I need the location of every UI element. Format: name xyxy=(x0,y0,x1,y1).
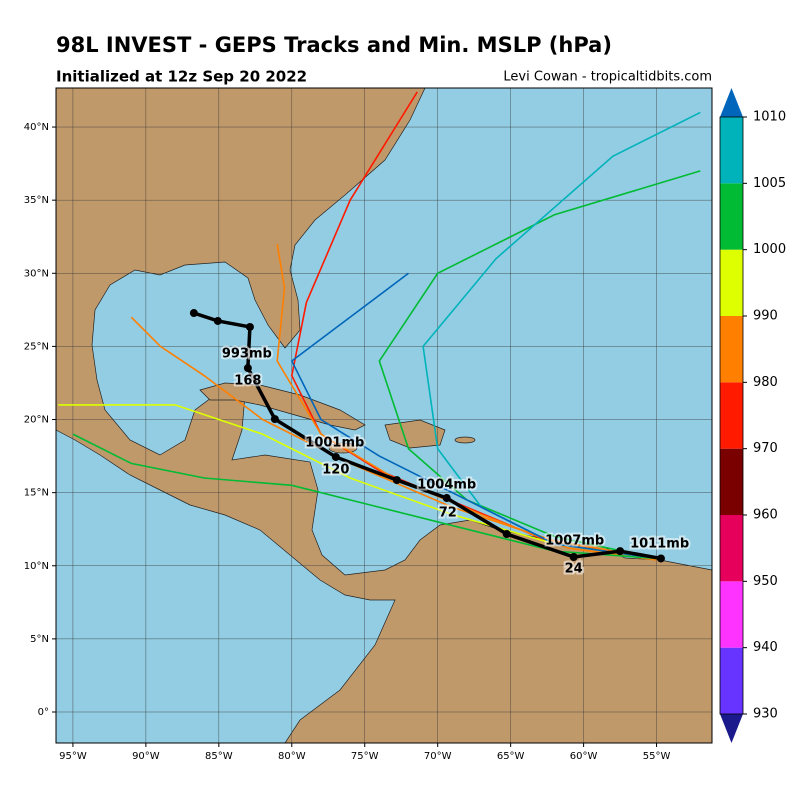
colorbar-segment xyxy=(720,448,743,515)
x-tick-label: 85°W xyxy=(205,751,233,762)
annotation: 72 xyxy=(439,505,457,520)
annotation: 168 xyxy=(234,374,261,389)
colorbar-label: 980 xyxy=(753,375,778,390)
mean-track-point xyxy=(656,554,665,563)
colorbar-segment xyxy=(720,117,743,184)
colorbar-under xyxy=(720,714,743,743)
y-tick-label: 25°N xyxy=(24,341,49,352)
land-hispaniola xyxy=(384,419,446,449)
colorbar-frame xyxy=(719,116,744,715)
x-tick-label: 80°W xyxy=(278,751,306,762)
colorbar-segment xyxy=(720,249,743,316)
y-tick-label: 5°N xyxy=(30,634,49,645)
annotation: 1007mb xyxy=(545,534,604,549)
colorbar-label: 1000 xyxy=(753,242,786,257)
land-americas xyxy=(56,88,712,743)
colorbar-over xyxy=(720,88,743,117)
colorbar-segment xyxy=(720,382,743,449)
x-tick-label: 65°W xyxy=(497,751,525,762)
mean-track-point xyxy=(270,415,279,424)
mean-track-point xyxy=(442,494,451,503)
y-tick-label: 40°N xyxy=(24,122,49,133)
colorbar-segment xyxy=(720,183,743,250)
y-tick-label: 20°N xyxy=(24,415,49,426)
mean-track-point xyxy=(189,309,198,318)
member-track xyxy=(290,272,657,560)
mean-track-point xyxy=(243,364,252,373)
axes: 95°W 90°W 85°W 80°W 75°W 70°W 65°W 60°W 55°W 0° 5°… xyxy=(24,122,671,762)
annotation: 24 xyxy=(565,561,583,576)
colorbar-label: 930 xyxy=(753,707,778,722)
x-tick-label: 70°W xyxy=(424,751,452,762)
colorbar-segment xyxy=(720,581,743,648)
tracks: 1011mb 1007mb 1004mb 1001mb 993mb 24 72 120 168 xyxy=(58,91,701,578)
mean-track-point xyxy=(213,316,222,325)
annotation: 120 xyxy=(322,462,349,477)
land-cuba xyxy=(199,382,366,431)
annotation: 1001mb xyxy=(305,436,364,451)
member-track xyxy=(276,243,657,561)
land-puerto-rico xyxy=(454,436,476,444)
member-track xyxy=(58,404,657,560)
annotation: 1004mb xyxy=(417,478,476,493)
colorbar-segment xyxy=(720,515,743,582)
map-frame xyxy=(55,87,713,744)
grid xyxy=(56,88,712,743)
colorbar: 930 940 950 960 970 980 990 1000 1005 1010 xyxy=(719,88,786,743)
y-tick-label: 35°N xyxy=(24,195,49,206)
colorbar-label: 990 xyxy=(753,309,778,324)
map: 1011mb 1007mb 1004mb 1001mb 993mb 24 72 120 168 xyxy=(56,88,712,743)
colorbar-segment xyxy=(720,647,743,714)
colorbar-label: 1010 xyxy=(753,110,786,125)
mean-track-point xyxy=(331,452,340,461)
colorbar-label: 940 xyxy=(753,640,778,655)
colorbar-label: 960 xyxy=(753,508,778,523)
member-track xyxy=(72,433,657,560)
mean-track xyxy=(193,311,662,561)
mean-track-point xyxy=(502,530,511,539)
colorbar-segment xyxy=(720,316,743,383)
colorbar-label: 1005 xyxy=(753,176,786,191)
x-tick-label: 90°W xyxy=(132,751,160,762)
title: 98L INVEST - GEPS Tracks and Min. MSLP (… xyxy=(56,33,612,57)
x-tick-label: 60°W xyxy=(570,751,598,762)
annotation: 993mb xyxy=(222,347,272,362)
mean-track-point xyxy=(616,547,625,556)
y-tick-label: 15°N xyxy=(24,488,49,499)
colorbar-label: 970 xyxy=(753,441,778,456)
x-tick-label: 55°W xyxy=(643,751,671,762)
mean-track-point xyxy=(569,552,578,561)
mean-track-point xyxy=(245,322,254,331)
x-tick-label: 75°W xyxy=(351,751,379,762)
colorbar-label: 950 xyxy=(753,574,778,589)
y-tick-label: 10°N xyxy=(24,561,49,572)
credit: Levi Cowan - tropicaltidbits.com xyxy=(503,70,712,85)
subtitle: Initialized at 12z Sep 20 2022 xyxy=(56,68,307,86)
annotation: 1011mb xyxy=(630,536,689,551)
x-tick-label: 95°W xyxy=(59,751,87,762)
y-tick-label: 0° xyxy=(38,707,49,718)
y-tick-label: 30°N xyxy=(24,268,49,279)
mean-track-point xyxy=(392,476,401,485)
